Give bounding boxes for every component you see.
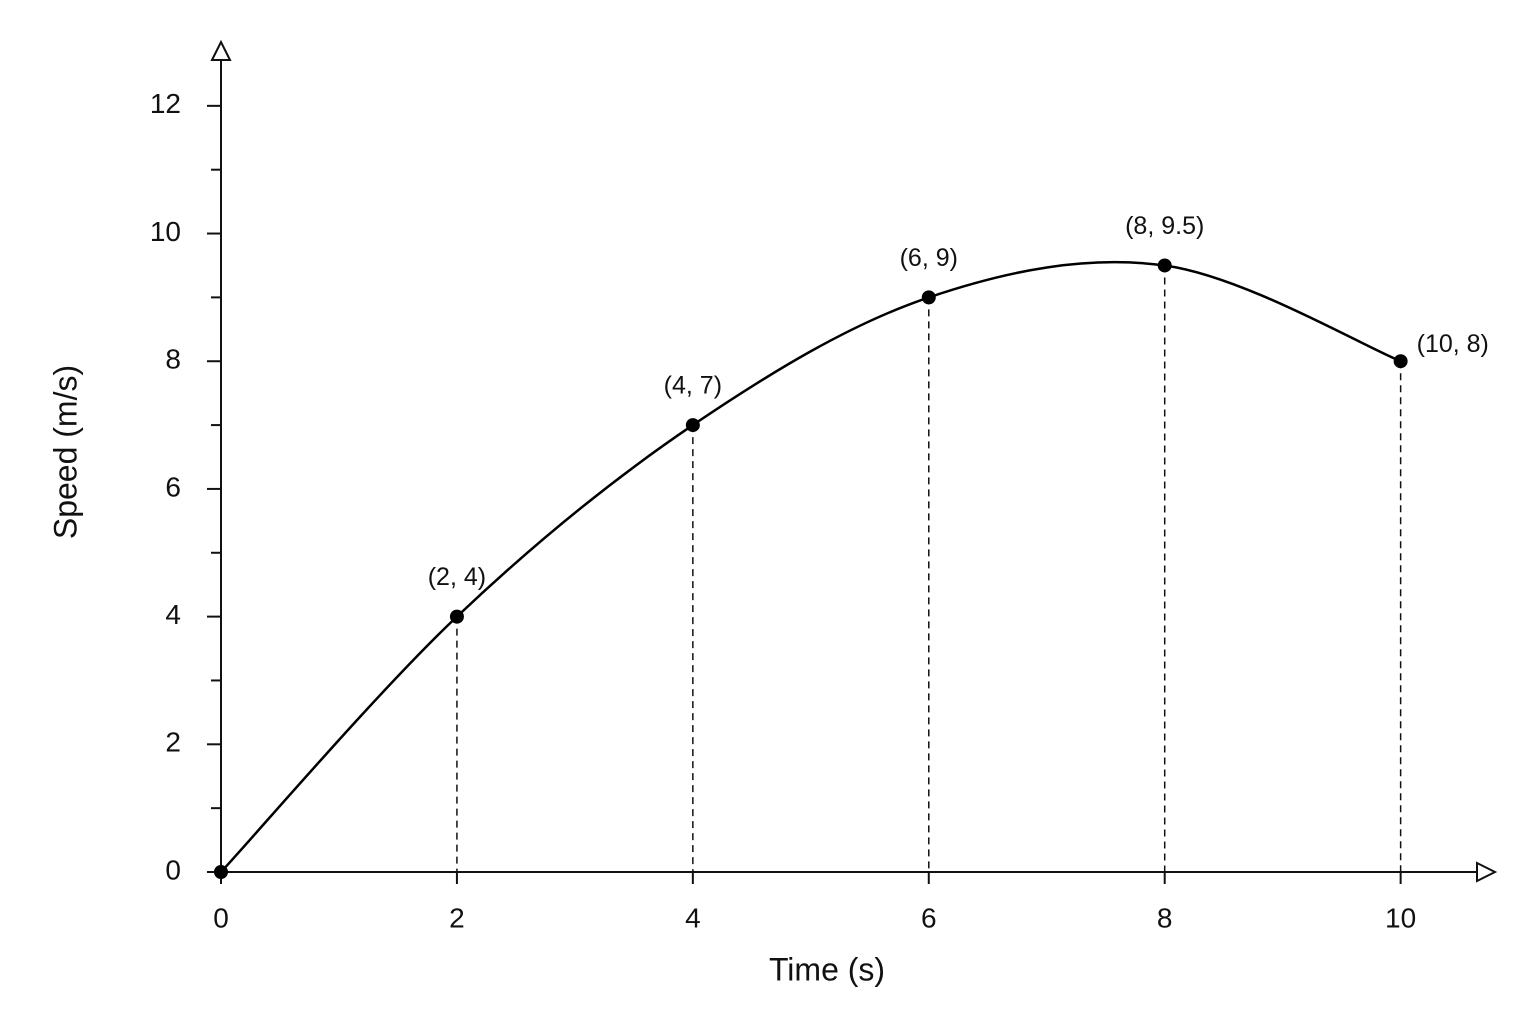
y-tick-label: 0: [165, 854, 181, 885]
x-axis-title: Time (s): [769, 951, 885, 987]
x-tick-label: 4: [685, 902, 701, 933]
data-point: [1157, 258, 1172, 273]
point-label: (10, 8): [1417, 330, 1489, 358]
data-point: [921, 290, 936, 305]
point-label: (8, 9.5): [1125, 212, 1204, 240]
y-tick-label: 10: [150, 216, 181, 247]
x-tick-label: 10: [1385, 902, 1416, 933]
data-point: [685, 418, 700, 433]
y-tick-label: 12: [150, 88, 181, 119]
x-tick-label: 2: [449, 902, 465, 933]
y-tick-label: 8: [165, 344, 181, 375]
point-label: (2, 4): [428, 563, 486, 591]
x-tick-label: 6: [921, 902, 937, 933]
data-point: [214, 865, 228, 879]
x-tick-label: 8: [1157, 902, 1173, 933]
x-axis-arrow: [1476, 861, 1498, 883]
data-point: [1393, 354, 1408, 369]
speed-curve: [220, 260, 1402, 873]
point-label: (4, 7): [664, 372, 722, 400]
x-tick-label: 0: [213, 902, 229, 933]
y-axis-title: Speed (m/s): [47, 365, 83, 539]
y-tick-label: 4: [165, 599, 181, 630]
y-tick-label: 2: [165, 727, 181, 758]
y-tick-label: 6: [165, 471, 181, 502]
y-axis-arrow: [210, 39, 232, 61]
data-point: [449, 609, 464, 624]
point-label: (6, 9): [900, 244, 958, 272]
